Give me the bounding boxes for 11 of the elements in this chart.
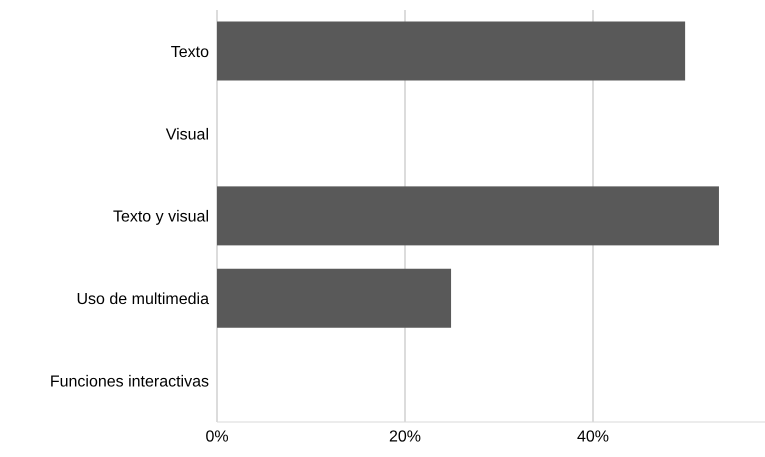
x-tick-label: 40%	[576, 428, 610, 446]
bar	[217, 22, 686, 81]
y-tick-label: Texto	[170, 44, 210, 61]
y-tick-label: Visual	[166, 126, 209, 144]
y-tick-label: Funciones interactivas	[50, 373, 209, 390]
y-tick-label: Uso de multimedia	[76, 291, 210, 308]
bar	[217, 186, 719, 246]
y-tick-label: Texto y visual	[112, 208, 209, 226]
x-tick-label: 0%	[205, 428, 229, 446]
bar	[217, 268, 452, 328]
x-tick-label: 20%	[388, 428, 422, 446]
